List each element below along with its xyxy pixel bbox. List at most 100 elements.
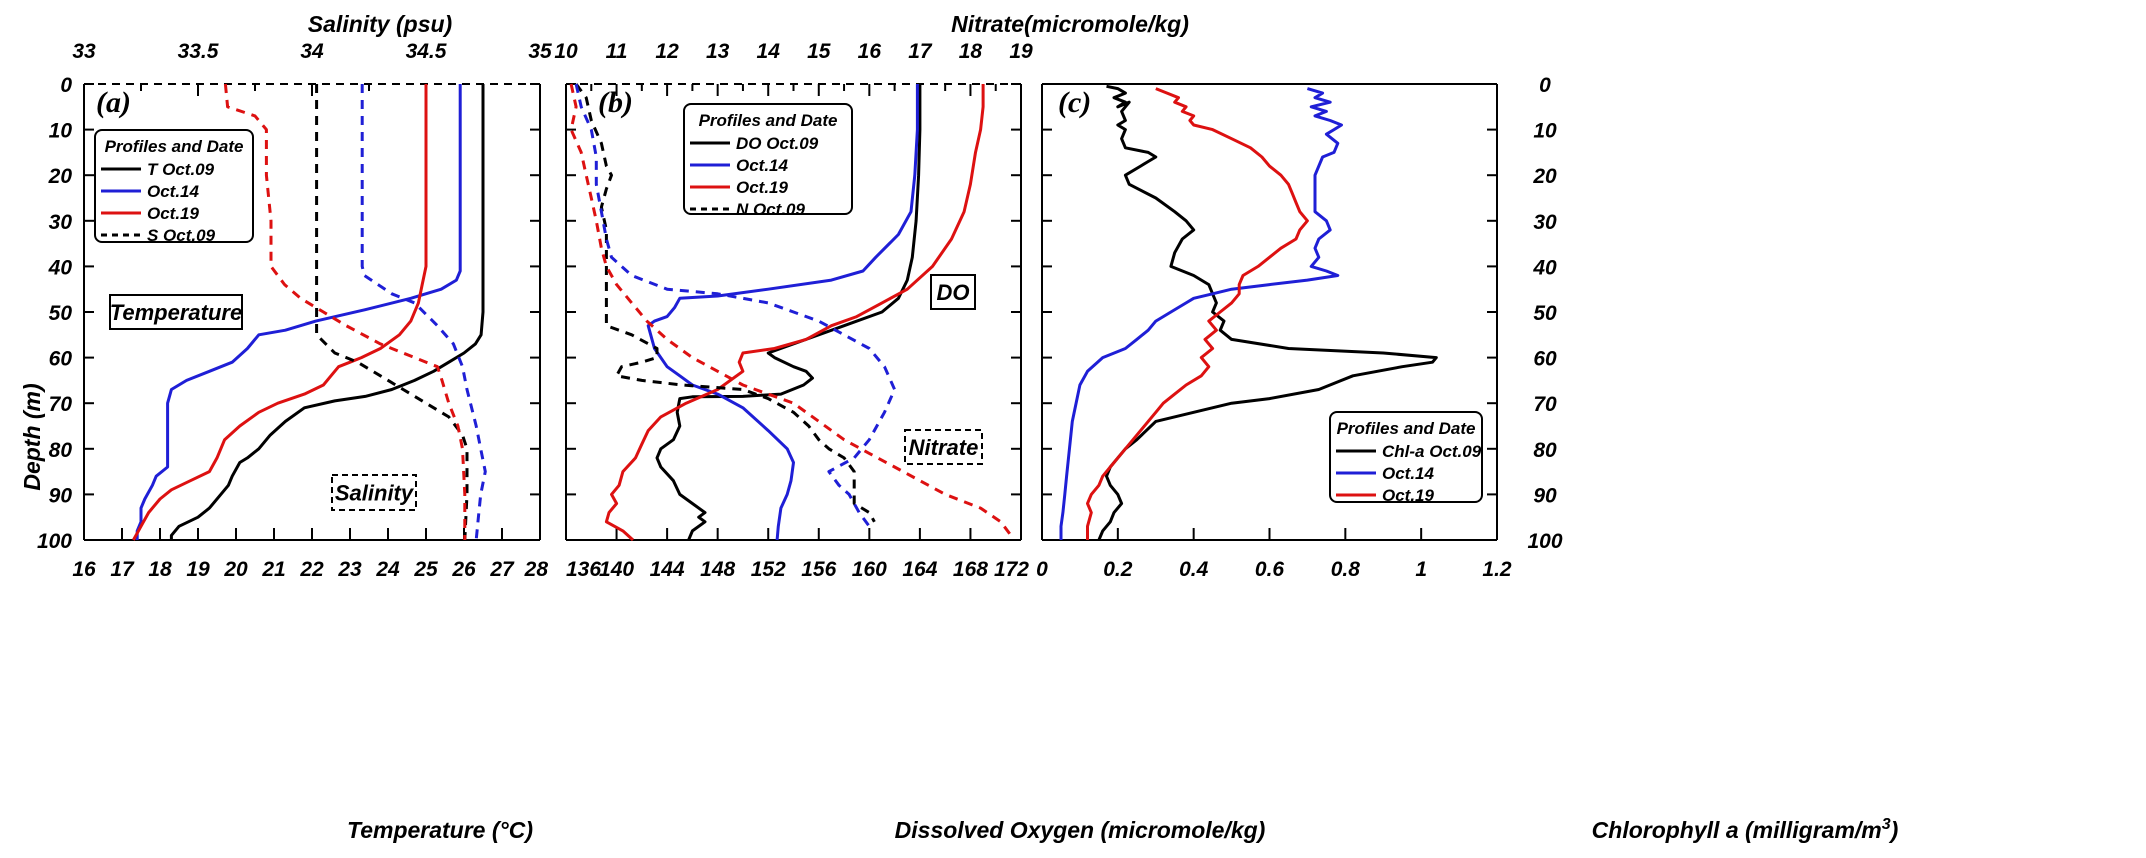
panel-label-b: (b) — [598, 86, 633, 119]
series-line-a-2 — [132, 84, 428, 541]
y-tick-label: 70 — [49, 393, 73, 416]
x-tick-label: 27 — [489, 558, 515, 581]
x-tick-label: 148 — [700, 558, 735, 581]
y-tick-label-right: 60 — [1533, 348, 1557, 371]
x2-tick-label: 12 — [655, 40, 679, 63]
series-line-a-0 — [169, 84, 485, 540]
y-tick-label: 0 — [60, 74, 72, 97]
x-tick-label: 28 — [524, 558, 549, 581]
x-tick-label: 0.4 — [1179, 558, 1209, 581]
x2-tick-label: 18 — [959, 40, 983, 63]
x-tick-label: 24 — [375, 558, 400, 581]
chlorophyll-axis-title-main: Chlorophyll a (milligram/m — [1592, 817, 1882, 843]
y-tick-label: 80 — [49, 439, 73, 462]
series-line-c-2 — [1086, 87, 1309, 540]
x-tick-label: 1 — [1415, 558, 1427, 581]
series-line-b-3 — [574, 83, 876, 523]
series-line-a-5 — [223, 83, 467, 540]
series-line-b-4 — [574, 83, 897, 528]
y-tick-label: 40 — [48, 256, 73, 279]
y-tick-label: 90 — [49, 484, 73, 507]
x-tick-label: 0.6 — [1255, 558, 1285, 581]
panel-c: 0 0.2 0.4 0.6 0.8 1 1.2 0 10 20 30 40 50 60 70 80 90 100 (… — [1036, 74, 1563, 581]
y-tick-label: 30 — [49, 211, 73, 234]
x-tick-label: 20 — [223, 558, 248, 581]
x-tick-label: 17 — [110, 558, 135, 581]
legend-title: Profiles and Date — [1337, 419, 1476, 438]
x-tick-label: 1.2 — [1482, 558, 1512, 581]
legend-entry-label: Oct.19 — [1382, 486, 1435, 505]
panel-a: 16 17 18 19 20 21 22 23 24 25 26 27 28 33 33.5 34 34.5 35… — [37, 40, 552, 581]
annotation-label: Salinity — [335, 481, 415, 506]
y-tick-label-right: 30 — [1533, 211, 1557, 234]
legend-box — [1329, 411, 1483, 503]
series-line-b-2 — [604, 84, 985, 542]
x2-tick-label: 33.5 — [178, 40, 219, 63]
annotation-label: Nitrate — [909, 435, 979, 460]
legend-entry-label: DO Oct.09 — [736, 134, 819, 153]
annotation-box — [331, 474, 417, 511]
series-line-a-3 — [315, 84, 469, 541]
series-line-a-4 — [360, 84, 487, 541]
x-tick-label: 172 — [994, 558, 1029, 581]
x2-tick-label: 10 — [554, 40, 578, 63]
y-tick-label: 20 — [48, 165, 73, 188]
annotation-label: Temperature — [110, 300, 242, 325]
legend-entry-label: S Oct.09 — [147, 226, 216, 245]
x2-tick-label: 16 — [858, 40, 882, 63]
y-tick-label: 60 — [49, 348, 73, 371]
y-tick-label-right: 20 — [1532, 165, 1557, 188]
series-line-b-1 — [646, 84, 919, 541]
x2-tick-label: 14 — [757, 40, 781, 63]
x-tick-label: 164 — [902, 558, 937, 581]
x2-tick-label: 34 — [300, 40, 324, 63]
x-tick-label: 152 — [751, 558, 786, 581]
x-tick-label: 156 — [801, 558, 836, 581]
panel-label-a: (a) — [96, 86, 131, 119]
series-line-c-1 — [1059, 87, 1343, 540]
dissolved-oxygen-axis-title: Dissolved Oxygen (micromole/kg) — [895, 817, 1266, 843]
nitrate-axis-title: Nitrate(micromole/kg) — [951, 11, 1189, 37]
y-tick-label: 50 — [49, 302, 73, 325]
legend-entry-label: Oct.14 — [1382, 464, 1435, 483]
x2-tick-label: 15 — [807, 40, 831, 63]
x2-tick-label: 17 — [908, 40, 933, 63]
x-tick-label: 16 — [72, 558, 96, 581]
legend-title: Profiles and Date — [699, 111, 838, 130]
series-line-b-5 — [569, 83, 1013, 537]
salinity-axis-title: Salinity (psu) — [308, 11, 452, 37]
y-tick-label-right: 40 — [1532, 256, 1557, 279]
legend-entry-label: T Oct.09 — [147, 160, 215, 179]
legend-entry-label: N Oct.09 — [736, 200, 806, 219]
x-tick-label: 23 — [337, 558, 362, 581]
annotation-box — [109, 294, 243, 330]
x-tick-label: 168 — [953, 558, 988, 581]
depth-axis-title: Depth (m) — [19, 383, 45, 490]
x2-tick-label: 13 — [706, 40, 730, 63]
annotation-box — [930, 274, 976, 310]
chlorophyll-axis-title-tail: ) — [1888, 817, 1899, 843]
x-tick-label: 19 — [186, 558, 210, 581]
x2-tick-label: 11 — [606, 40, 628, 63]
legend-entry-label: Chl-a Oct.09 — [1382, 442, 1482, 461]
x-tick-label: 136 — [566, 558, 601, 581]
x-tick-label: 140 — [599, 558, 634, 581]
y-tick-label: 10 — [49, 120, 73, 143]
x-tick-label: 0.8 — [1331, 558, 1361, 581]
legend-entry-label: Oct.14 — [147, 182, 200, 201]
legend-title: Profiles and Date — [105, 137, 244, 156]
series-line-b-0 — [655, 84, 922, 541]
x-tick-label: 144 — [650, 558, 685, 581]
y-tick-label-right: 70 — [1533, 393, 1557, 416]
temperature-axis-title: Temperature (°C) — [347, 817, 533, 843]
x2-tick-label: 34.5 — [406, 40, 447, 63]
x-tick-label: 160 — [852, 558, 887, 581]
x2-tick-label: 33 — [72, 40, 96, 63]
y-tick-label-right: 10 — [1533, 120, 1557, 143]
annotation-box — [904, 429, 983, 465]
x-tick-label: 18 — [148, 558, 172, 581]
y-tick-label-right: 90 — [1533, 484, 1557, 507]
chlorophyll-axis-title-superscript: 3 — [1882, 816, 1891, 833]
